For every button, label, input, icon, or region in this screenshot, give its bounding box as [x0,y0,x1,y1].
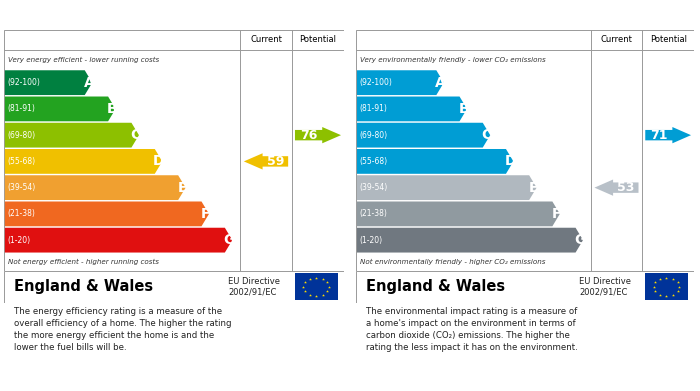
Text: F: F [201,207,211,221]
Text: England & Wales: England & Wales [366,279,505,294]
Text: G: G [223,233,235,247]
Text: 71: 71 [650,129,668,142]
Polygon shape [5,97,116,121]
Text: (55-68): (55-68) [360,157,388,166]
Text: (21-38): (21-38) [8,210,36,219]
Text: C: C [482,128,492,142]
Text: (81-91): (81-91) [8,104,36,113]
Text: B: B [107,102,118,116]
Text: (69-80): (69-80) [8,131,36,140]
Polygon shape [5,70,92,95]
Polygon shape [645,127,691,143]
Text: C: C [130,128,141,142]
Text: (92-100): (92-100) [8,78,41,87]
Text: E: E [528,181,538,195]
Bar [645,273,687,300]
Polygon shape [295,127,341,143]
Text: EU Directive
2002/91/EC: EU Directive 2002/91/EC [579,277,631,296]
Text: (1-20): (1-20) [8,236,31,245]
Polygon shape [357,70,444,95]
Text: England & Wales: England & Wales [14,279,153,294]
Text: B: B [458,102,469,116]
Polygon shape [357,228,583,253]
Polygon shape [5,228,232,253]
Text: (1-20): (1-20) [360,236,383,245]
Polygon shape [5,149,162,174]
Text: Very environmentally friendly - lower CO₂ emissions: Very environmentally friendly - lower CO… [360,57,545,63]
Text: Current: Current [250,36,282,45]
Text: (92-100): (92-100) [360,78,393,87]
Text: Not energy efficient - higher running costs: Not energy efficient - higher running co… [8,259,159,265]
Polygon shape [357,123,490,147]
Text: (81-91): (81-91) [360,104,388,113]
Text: E: E [178,181,187,195]
Text: Potential: Potential [300,36,337,45]
Text: (69-80): (69-80) [360,131,388,140]
Text: Energy Efficiency Rating: Energy Efficiency Rating [12,9,183,22]
Text: Current: Current [601,36,632,45]
Text: Not environmentally friendly - higher CO₂ emissions: Not environmentally friendly - higher CO… [360,259,545,265]
Text: 59: 59 [267,155,284,168]
Bar [295,273,337,300]
Polygon shape [357,201,560,226]
Text: (55-68): (55-68) [8,157,36,166]
Polygon shape [244,153,288,170]
Text: Environmental Impact (CO₂) Rating: Environmental Impact (CO₂) Rating [364,9,610,22]
Text: 76: 76 [300,129,317,142]
Text: A: A [83,76,94,90]
Polygon shape [5,175,186,200]
Text: The energy efficiency rating is a measure of the
overall efficiency of a home. T: The energy efficiency rating is a measur… [14,307,231,352]
Polygon shape [5,201,209,226]
Polygon shape [357,149,513,174]
Text: (39-54): (39-54) [360,183,388,192]
Polygon shape [5,123,139,147]
Text: (21-38): (21-38) [360,210,388,219]
Polygon shape [357,175,537,200]
Text: EU Directive
2002/91/EC: EU Directive 2002/91/EC [228,277,281,296]
Text: G: G [574,233,585,247]
Text: D: D [153,154,164,169]
Text: (39-54): (39-54) [8,183,36,192]
Text: Potential: Potential [650,36,687,45]
Polygon shape [357,97,467,121]
Text: The environmental impact rating is a measure of
a home's impact on the environme: The environmental impact rating is a mea… [366,307,578,352]
Text: 53: 53 [617,181,634,194]
Text: Very energy efficient - lower running costs: Very energy efficient - lower running co… [8,57,159,63]
Text: A: A [435,76,446,90]
Text: D: D [504,154,516,169]
Polygon shape [594,179,638,196]
Text: F: F [552,207,561,221]
